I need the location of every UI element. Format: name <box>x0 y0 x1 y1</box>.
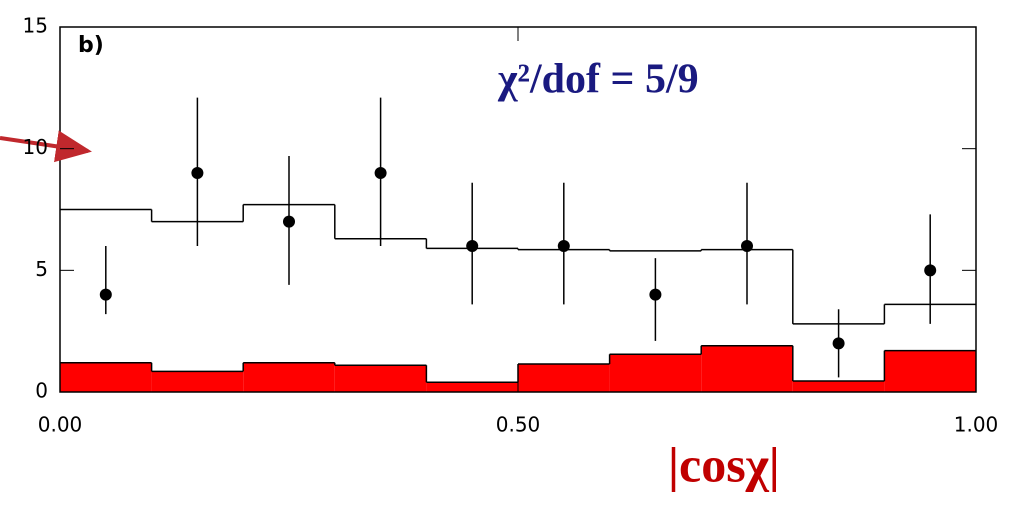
y-tick-label: 10 <box>23 135 48 159</box>
background-bar <box>701 345 793 392</box>
y-tick-label: 5 <box>35 257 48 281</box>
data-point <box>283 215 295 228</box>
data-point <box>924 264 937 277</box>
data-point <box>466 240 479 252</box>
x-tick-label: 1.00 <box>954 413 999 437</box>
background-bar <box>609 354 702 392</box>
background-bar <box>151 371 244 392</box>
background-bar <box>426 382 518 392</box>
background-bar <box>243 362 335 392</box>
background-bar <box>518 364 610 392</box>
y-tick-label: 0 <box>35 379 48 403</box>
x-tick-label: 0.00 <box>38 413 83 437</box>
data-point <box>649 288 662 301</box>
chi2-annotation: χ²/dof = 5/9 <box>497 57 699 103</box>
data-point <box>557 240 570 252</box>
data-point <box>99 288 112 301</box>
background-bar <box>60 362 152 392</box>
background-bar <box>884 350 976 392</box>
data-point <box>191 167 204 179</box>
background-bar <box>792 381 885 392</box>
data-point <box>832 337 845 350</box>
data-point <box>374 167 387 179</box>
panel-label: b) <box>78 33 104 58</box>
data-point <box>741 240 753 252</box>
y-tick-label: 15 <box>23 14 48 38</box>
background-bar <box>334 365 427 392</box>
x-tick-label: 0.50 <box>496 413 541 437</box>
x-axis-label: |cosχ| <box>668 436 780 492</box>
